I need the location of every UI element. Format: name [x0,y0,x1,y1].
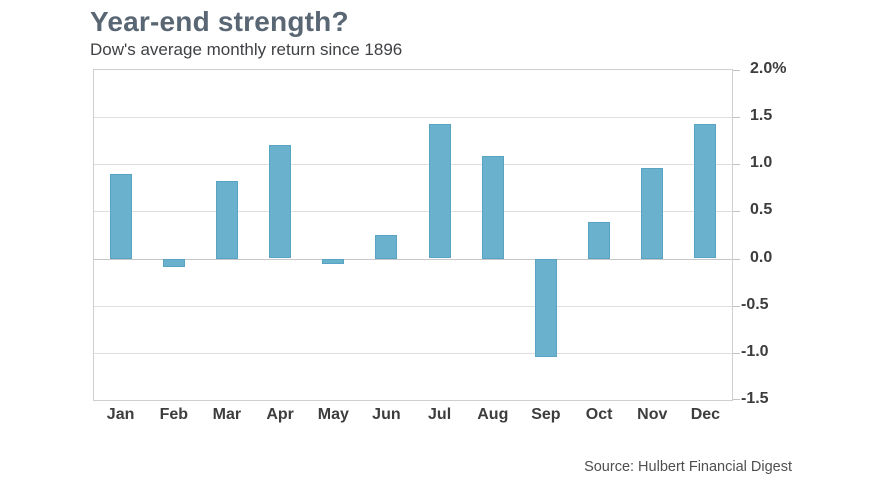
y-tick-label: 2.0% [750,60,787,77]
y-axis-tick [733,70,740,71]
gridline [94,211,732,213]
x-tick-label: May [317,406,349,423]
x-tick-label: Jul [428,406,452,423]
x-tick-label: Nov [637,406,668,423]
bar-jul [428,123,451,259]
chart-plot: Jan Feb Mar Apr May Jun Jul Aug Sep Oct Nov Dec [93,69,740,423]
x-tick-label: Mar [212,406,242,423]
gridline [94,352,732,354]
x-tick-label: Oct [585,406,613,423]
bar-apr [269,145,292,259]
y-axis-tick [733,352,740,354]
y-axis-tick [733,305,740,307]
y-tick-label: -1.5 [741,390,769,407]
gridline [94,117,732,119]
bar-may [322,258,345,265]
y-axis-tick [733,211,740,213]
bar-dec [694,123,717,259]
y-tick-label: 1.0 [750,154,773,172]
zero-gridline [94,258,732,260]
x-tick-label: Apr [266,406,294,423]
bar-aug [481,155,504,259]
y-axis-tick [733,164,740,166]
x-tick-label: Jan [106,406,135,423]
chart-title: Year-end strength? [90,6,349,37]
chart-subtitle: Dow's average monthly return since 1896 [90,40,403,59]
bar-sep [534,258,557,357]
x-tick-label: Dec [690,406,721,423]
bar-jun [375,235,398,259]
x-tick-label: Jun [372,406,401,423]
bar-nov [641,168,664,259]
bar-feb [162,258,185,268]
bar-oct [588,221,611,259]
x-tick-label: Sep [531,406,561,423]
source-attribution: Source: Hulbert Financial Digest [584,459,792,475]
bar-mar [215,181,238,259]
bar-jan [109,173,132,259]
y-axis-tick [733,399,740,400]
y-tick-label: -1.0 [741,342,769,360]
y-tick-label: 0.0 [750,248,773,266]
x-tick-label: Feb [159,406,189,423]
gridline [94,305,732,307]
y-axis-tick [733,117,740,119]
y-tick-label: 0.5 [750,201,773,219]
y-tick-label: 1.5 [750,107,773,125]
y-axis-tick [733,258,740,260]
gridline [94,164,732,166]
y-tick-label: -0.5 [741,295,769,313]
x-tick-label: Aug [477,406,509,423]
